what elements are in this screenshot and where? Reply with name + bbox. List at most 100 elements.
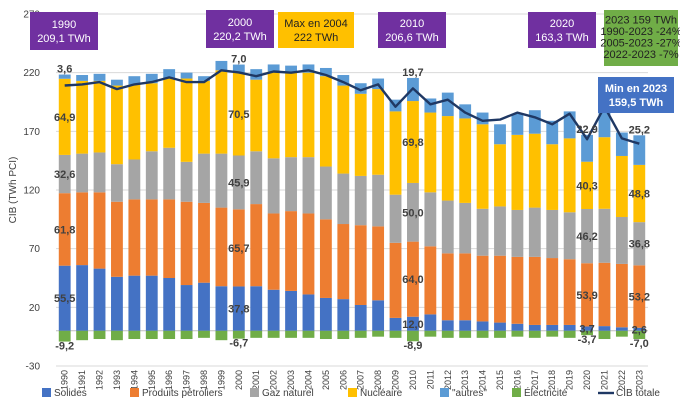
bar-solides-1999 <box>215 286 228 331</box>
data-label: 53,9 <box>576 290 597 302</box>
legend-item-lectricit: Électricité <box>512 386 568 399</box>
bar-solides-2023 <box>633 327 646 331</box>
x-tick-label: 1998 <box>199 370 209 390</box>
x-tick-label: 2000 <box>234 370 244 390</box>
bar-lectricit-1998 <box>198 330 210 338</box>
bar-gaz-naturel-2005 <box>319 166 332 220</box>
annotation-text: 1990-2023 -24% <box>600 26 680 38</box>
data-label: -9,2 <box>55 341 74 353</box>
bar-autres-1993 <box>111 79 123 86</box>
x-tick-label: 2018 <box>547 370 557 390</box>
legend-label: "autres" <box>452 388 487 399</box>
bar-nucl-aire-1997 <box>180 78 193 162</box>
bar-solides-2020 <box>581 326 593 331</box>
bar-nucl-aire-2009 <box>389 111 402 195</box>
bar-autres-1997 <box>180 72 193 79</box>
bar-gaz-naturel-1995 <box>145 151 158 200</box>
bar-produits-p-troliers-2023 <box>633 265 646 328</box>
bar-gaz-naturel-2007 <box>354 175 367 226</box>
bar-gaz-naturel-2002 <box>267 158 280 214</box>
bar-lectricit-1996 <box>163 330 176 340</box>
bar-gaz-naturel-2011 <box>424 192 437 247</box>
bar-gaz-naturel-1991 <box>76 153 89 193</box>
bar-solides-2012 <box>441 320 454 331</box>
annotation-text: 1990 <box>52 19 76 31</box>
bar-nucl-aire-2003 <box>285 72 297 158</box>
bar-lectricit-2017 <box>528 330 541 338</box>
bar-produits-p-troliers-1990 <box>58 193 71 266</box>
annotations: 1990 209,1 TWh 2000 220,2 TWh Max en 2004 222… <box>30 10 680 113</box>
x-tick-label: 2023 <box>634 370 644 390</box>
annotation-text: Min en 2023 <box>605 83 667 95</box>
data-label: 50,0 <box>402 207 423 219</box>
bar-gaz-naturel-2006 <box>337 173 350 225</box>
x-tick-label: 1993 <box>112 370 122 390</box>
bar-solides-2008 <box>372 300 385 331</box>
annotation-box <box>206 10 274 48</box>
bar-lectricit-2013 <box>459 330 472 338</box>
bar-autres-1995 <box>145 73 158 84</box>
x-tick-label: 2019 <box>565 370 575 390</box>
bar-produits-p-troliers-1998 <box>198 202 210 283</box>
bar-solides-2018 <box>546 324 559 331</box>
y-tick-label: 120 <box>23 186 40 197</box>
x-tick-label: 1994 <box>129 370 139 390</box>
x-tick-label: 2020 <box>582 370 592 390</box>
bar-solides-1994 <box>128 275 141 331</box>
bar-lectricit-2014 <box>476 330 489 338</box>
bar-lectricit-2003 <box>285 330 297 338</box>
bar-lectricit-1994 <box>128 330 141 340</box>
bar-produits-p-troliers-2002 <box>267 213 280 290</box>
data-label: -3,7 <box>578 334 597 346</box>
data-label: 69,8 <box>402 137 423 149</box>
bar-lectricit-2008 <box>372 330 385 337</box>
bar-solides-1996 <box>163 278 176 331</box>
annotation-box2000: 2000 220,2 TWh <box>206 10 274 48</box>
annotation-text: 2010 <box>400 18 424 30</box>
bar-gaz-naturel-1990 <box>58 154 71 194</box>
data-label: 55,5 <box>54 293 75 305</box>
legend-swatch <box>130 388 139 397</box>
x-tick-label: 2006 <box>338 370 348 390</box>
total-line <box>64 69 640 145</box>
bar-produits-p-troliers-2013 <box>459 253 472 321</box>
bar-lectricit-2019 <box>563 330 576 338</box>
annotation-box1990: 1990 209,1 TWh <box>30 12 98 50</box>
data-label: 64,0 <box>402 274 423 286</box>
legend-label: CIB totale <box>616 388 660 399</box>
bar-nucl-aire-2011 <box>424 112 437 193</box>
x-tick-label: 2013 <box>460 370 470 390</box>
annotation-text: 209,1 TWh <box>37 33 91 45</box>
bar-produits-p-troliers-2022 <box>615 263 628 328</box>
bar-solides-2003 <box>285 290 297 331</box>
bar-autres-2023 <box>633 135 646 165</box>
bar-nucl-aire-1993 <box>111 85 123 165</box>
annotation-text: 206,6 TWh <box>385 32 439 44</box>
bar-produits-p-troliers-2004 <box>302 213 315 295</box>
bar-lectricit-2007 <box>354 330 367 338</box>
bar-gaz-naturel-2001 <box>250 151 263 205</box>
bar-solides-2010 <box>407 316 419 331</box>
bar-produits-p-troliers-2014 <box>476 255 489 322</box>
bar-produits-p-troliers-2003 <box>285 211 297 291</box>
bar-gaz-naturel-2014 <box>476 208 489 256</box>
x-axis: 1990 1991 1992 1993 1994 1995 1996 1997 1998 1999… <box>60 370 645 390</box>
bar-gaz-naturel-1996 <box>163 147 176 200</box>
bar-produits-p-troliers-2015 <box>494 255 506 323</box>
annotation-boxmax: Max en 2004 222 TWh <box>278 12 354 48</box>
bar-autres-2004 <box>302 64 315 73</box>
bar-nucl-aire-2019 <box>563 138 576 213</box>
bar-lectricit-2021 <box>598 330 611 340</box>
x-tick-label: 1996 <box>164 370 174 390</box>
bar-autres-2011 <box>424 98 437 113</box>
bar-lectricit-1995 <box>145 330 158 340</box>
bar-autres-2001 <box>250 69 263 80</box>
y-axis: -302070120170220270 <box>23 10 40 373</box>
bar-produits-p-troliers-2020 <box>581 263 593 327</box>
data-label: 40,3 <box>576 180 597 192</box>
bar-gaz-naturel-2013 <box>459 202 472 254</box>
bar-autres-2020 <box>581 134 593 162</box>
bar-gaz-naturel-1998 <box>198 153 210 203</box>
bar-gaz-naturel-2020 <box>581 209 593 264</box>
